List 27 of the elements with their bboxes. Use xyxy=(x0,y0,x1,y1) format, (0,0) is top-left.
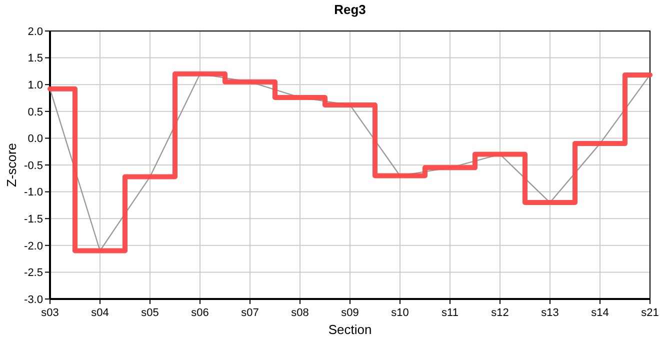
y-tick-label: 1.5 xyxy=(28,52,43,65)
y-tick-label: 1.0 xyxy=(28,79,43,92)
x-tick-label: s05 xyxy=(141,307,159,319)
y-tick-label: -1.0 xyxy=(24,186,43,199)
x-tick-label: s09 xyxy=(341,307,359,319)
y-tick-label: -0.5 xyxy=(24,160,43,172)
y-tick-label: -2.0 xyxy=(24,240,43,252)
y-axis-title: Z-score xyxy=(4,142,19,188)
y-tick-label: -1.5 xyxy=(24,213,43,226)
x-tick-label: s10 xyxy=(391,307,409,319)
x-tick-label: s07 xyxy=(241,307,259,319)
x-tick-label: s11 xyxy=(442,307,458,319)
x-tick-label: s12 xyxy=(491,307,509,319)
x-axis-title: Section xyxy=(328,322,372,337)
x-tick-label: s13 xyxy=(541,307,559,319)
x-tick-label: s14 xyxy=(591,307,609,319)
x-tick-label: s03 xyxy=(41,307,59,319)
y-tick-label: 0.5 xyxy=(28,106,43,118)
y-tick-label: 0.0 xyxy=(28,133,43,146)
x-tick-label: s04 xyxy=(91,307,109,319)
x-tick-label: s06 xyxy=(191,307,209,319)
chart-title: Reg3 xyxy=(334,2,366,17)
y-tick-label: -2.5 xyxy=(24,267,43,280)
y-tick-label: 2.0 xyxy=(28,26,43,38)
y-tick-label: -3.0 xyxy=(24,294,43,306)
x-tick-label: s21 xyxy=(641,307,659,319)
x-tick-label: s08 xyxy=(291,307,309,319)
